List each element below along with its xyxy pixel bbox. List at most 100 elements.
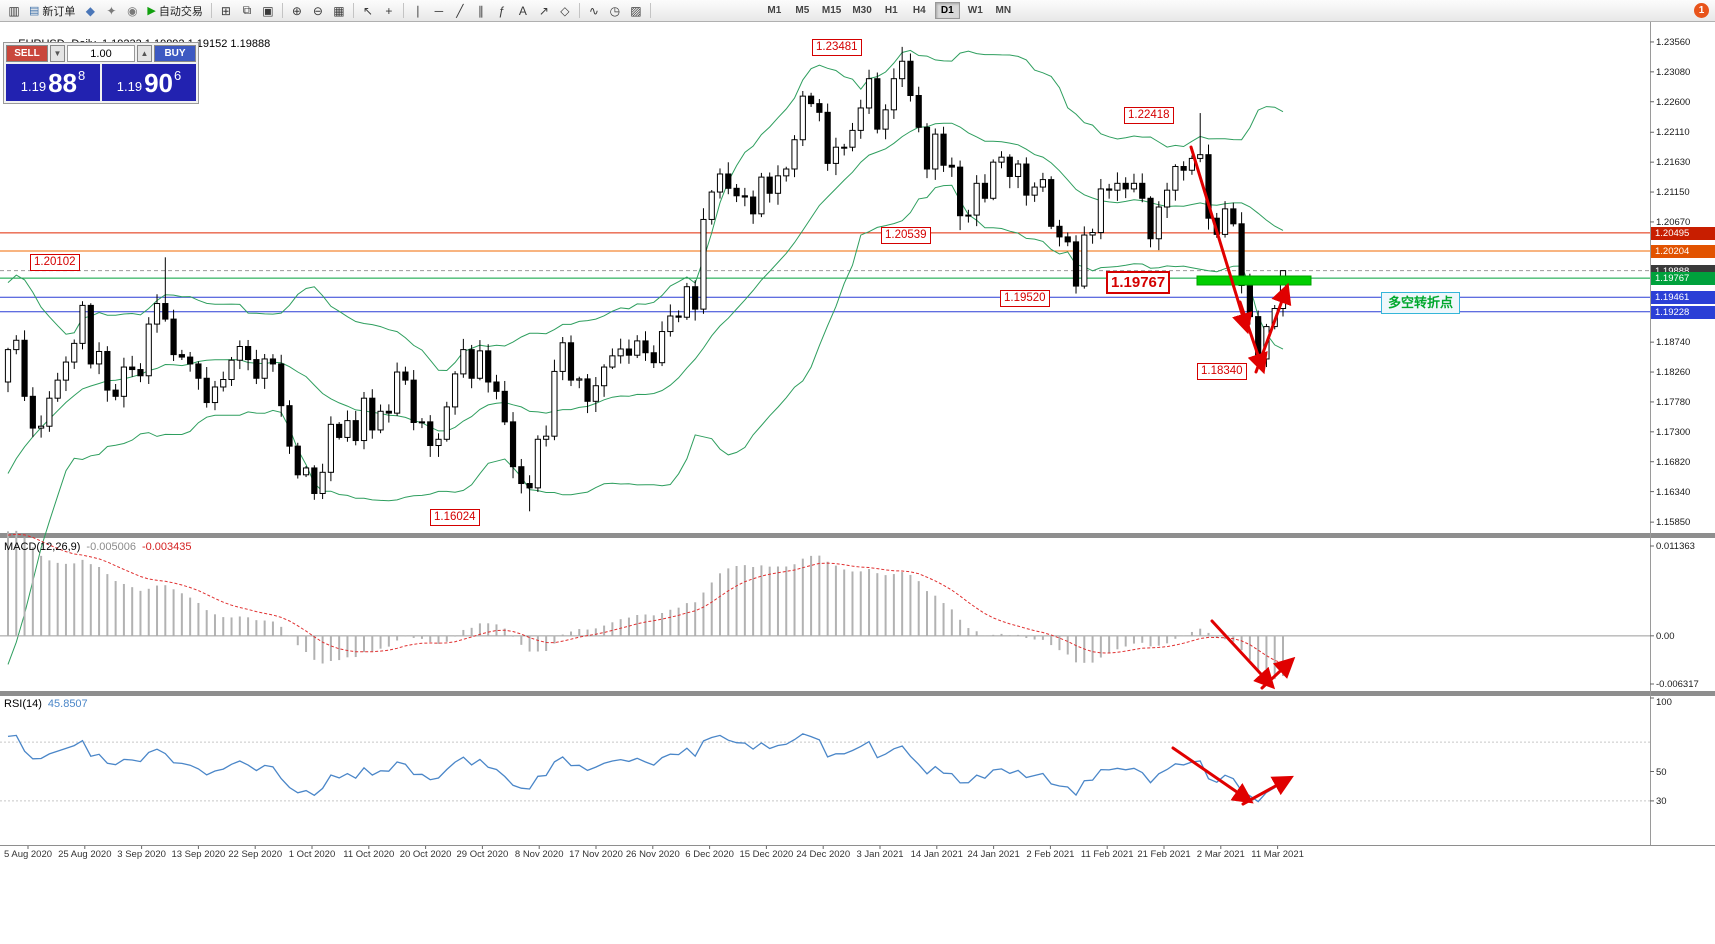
price-callout[interactable]: 1.18340 [1197, 363, 1247, 380]
volume-down-button[interactable]: ▼ [50, 45, 65, 62]
buy-button[interactable]: BUY [154, 45, 196, 62]
buy-price-pips: 90 [144, 67, 173, 98]
terminal-icon: ◉ [127, 3, 138, 18]
fibonacci-icon[interactable]: ƒ [492, 1, 512, 20]
volume-up-button[interactable]: ▲ [137, 45, 152, 62]
macd-axis-label: -0.006317 [1656, 679, 1699, 690]
date-axis-label: 20 Oct 2020 [399, 849, 452, 860]
shapes-icon: ◇ [560, 3, 570, 18]
rsi-axis-label: 50 [1656, 766, 1667, 778]
sell-button[interactable]: SELL [6, 45, 48, 62]
zoom-out-icon: ⊖ [312, 3, 323, 18]
turning-point-note[interactable]: 多空转折点 [1381, 292, 1461, 314]
timeframe-button-h1[interactable]: H1 [879, 2, 904, 19]
shapes-icon[interactable]: ◇ [555, 1, 575, 20]
templates-icon[interactable]: ▨ [626, 1, 646, 20]
sell-price-head: 1.19 [20, 79, 47, 94]
sell-price-pips: 88 [48, 67, 77, 98]
timeframe-button-w1[interactable]: W1 [963, 2, 988, 19]
toolbar-separator [402, 3, 404, 18]
timeframe-button-m1[interactable]: M1 [762, 2, 787, 19]
fibonacci-icon: ƒ [498, 3, 506, 18]
price-axis-label: 1.15850 [1656, 517, 1691, 529]
crosshair-icon: + [385, 3, 393, 18]
price-axis-label: 1.16820 [1656, 456, 1691, 468]
date-axis-label: 14 Jan 2021 [910, 849, 963, 860]
date-axis-label: 2 Feb 2021 [1026, 849, 1075, 860]
horizontal-line-icon[interactable]: ─ [429, 1, 449, 20]
price-axis-label: 1.21150 [1656, 187, 1690, 199]
indicators-icon[interactable]: ∿ [584, 1, 604, 20]
zoom-in-icon[interactable]: ⊕ [287, 1, 307, 20]
date-axis-label: 26 Nov 2020 [625, 849, 680, 860]
volume-input[interactable]: 1.00 [67, 45, 135, 62]
date-axis-label: 1 Oct 2020 [288, 849, 336, 860]
price-axis-label: 1.18260 [1656, 367, 1691, 379]
price-axis-label: 1.20670 [1656, 216, 1691, 228]
chart-window-icon: ▥ [8, 3, 20, 18]
tile-windows-icon[interactable]: ⊞ [216, 1, 236, 20]
templates-icon: ▨ [630, 3, 642, 18]
timeframe-button-mn[interactable]: MN [991, 2, 1016, 19]
price-callout[interactable]: 1.19767 [1106, 271, 1171, 294]
autotrading-button[interactable]: ▶ 自动交易 [143, 1, 206, 20]
date-axis-label: 22 Sep 2020 [228, 849, 283, 860]
cascade-windows-icon: ⧉ [242, 3, 252, 17]
grid-icon: ▦ [333, 3, 345, 18]
arrows-tool-icon[interactable]: ↗ [534, 1, 554, 20]
crosshair-icon[interactable]: + [379, 1, 399, 20]
channel-icon[interactable]: ∥ [471, 1, 491, 20]
marketwatch-icon: ◆ [85, 3, 96, 18]
price-axis-label: 1.22600 [1656, 96, 1691, 108]
price-callout[interactable]: 1.16024 [430, 509, 480, 526]
rsi-title: RSI(14) [4, 698, 42, 710]
price-callout[interactable]: 1.20539 [881, 227, 931, 244]
rsi-value: 45.8507 [47, 698, 88, 710]
trendline-icon[interactable]: ╱ [450, 1, 470, 20]
date-axis-label: 15 Dec 2020 [739, 849, 794, 860]
toolbar-separator [578, 3, 580, 18]
timeframe-button-m5[interactable]: M5 [790, 2, 815, 19]
text-icon[interactable]: A [513, 1, 533, 20]
rsi-axis-label: 30 [1656, 795, 1667, 807]
buy-price-display[interactable]: 1.19 90 6 [102, 64, 196, 101]
timeframe-button-d1[interactable]: D1 [934, 2, 960, 19]
price-callout[interactable]: 1.20102 [30, 254, 80, 271]
notifications-badge[interactable]: 1 [1694, 3, 1709, 18]
price-callout[interactable]: 1.22418 [1124, 107, 1174, 124]
price-callout[interactable]: 1.23481 [812, 39, 862, 56]
date-axis-label: 21 Feb 2021 [1137, 849, 1191, 860]
grid-icon[interactable]: ▦ [329, 1, 349, 20]
timeframe-button-m15[interactable]: M15 [818, 2, 845, 19]
date-axis-label: 25 Aug 2020 [58, 849, 112, 860]
chart-window-icon[interactable]: ▥ [4, 1, 24, 20]
vertical-line-icon[interactable]: ∣ [408, 1, 428, 20]
terminal-icon[interactable]: ◉ [122, 1, 142, 20]
vertical-line-icon: ∣ [414, 3, 421, 18]
date-axis-label: 11 Mar 2021 [1251, 849, 1304, 860]
cursor-icon[interactable]: ↖ [358, 1, 378, 20]
price-tag: 1.20495 [1651, 226, 1715, 240]
timeframe-button-h4[interactable]: H4 [907, 2, 932, 19]
timeframe-button-m30[interactable]: M30 [848, 2, 875, 19]
arrange-icon[interactable]: ▣ [258, 1, 278, 20]
price-callout[interactable]: 1.19520 [1000, 290, 1050, 307]
arrange-icon: ▣ [262, 3, 274, 18]
price-axis-label: 1.23560 [1656, 36, 1691, 48]
navigator-icon[interactable]: ✦ [101, 1, 121, 20]
price-tag: 1.19767 [1651, 272, 1715, 286]
date-axis-label: 3 Jan 2021 [856, 849, 904, 860]
periods-icon[interactable]: ◷ [605, 1, 625, 20]
cascade-windows-icon[interactable]: ⧉ [237, 1, 257, 20]
new-order-button[interactable]: ▤ 新订单 [25, 1, 79, 20]
zoom-out-icon[interactable]: ⊖ [308, 1, 328, 20]
marketwatch-icon[interactable]: ◆ [80, 1, 100, 20]
date-axis-label: 17 Nov 2020 [569, 849, 623, 860]
macd-signal-value: -0.003435 [141, 541, 192, 553]
sell-price-display[interactable]: 1.19 88 8 [6, 64, 100, 101]
new-order-button-label: 新订单 [42, 5, 76, 18]
macd-title: MACD(12,26,9) [4, 541, 81, 553]
new-order-icon: ▤ [29, 5, 40, 17]
arrows-tool-icon: ↗ [538, 3, 549, 18]
